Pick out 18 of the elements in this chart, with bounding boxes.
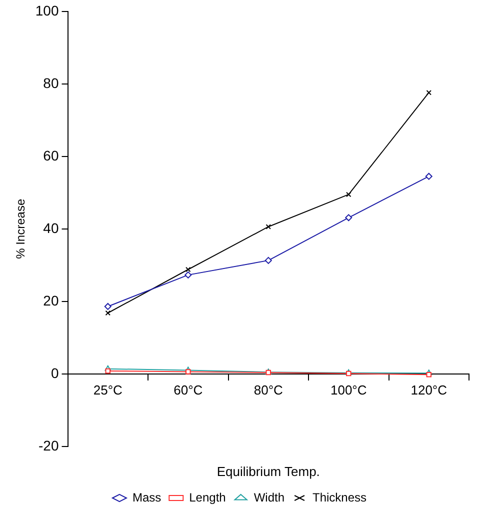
y-tick-label: 40 xyxy=(43,220,59,236)
x-tick-label: 25°C xyxy=(93,382,122,398)
legend-label: Length xyxy=(189,490,226,504)
x-axis-title: Equilibrium Temp. xyxy=(216,464,320,479)
x-tick-label: 120°C xyxy=(410,382,448,398)
legend-label: Width xyxy=(254,490,285,504)
y-tick-label: 100 xyxy=(35,2,59,18)
legend-label: Mass xyxy=(132,490,162,504)
y-tick-label: 60 xyxy=(43,147,59,164)
y-tick-label: 20 xyxy=(43,292,59,308)
x-tick-label: 80°C xyxy=(254,382,283,398)
y-tick-label: 80 xyxy=(43,74,59,91)
y-tick-label: -20 xyxy=(38,437,59,454)
y-axis-title: % Increase xyxy=(14,198,28,259)
y-tick-label: 0 xyxy=(50,364,59,381)
legend-label: Thickness xyxy=(312,490,367,504)
x-tick-label: 100°C xyxy=(330,382,367,398)
x-tick-label: 60°C xyxy=(174,382,203,398)
